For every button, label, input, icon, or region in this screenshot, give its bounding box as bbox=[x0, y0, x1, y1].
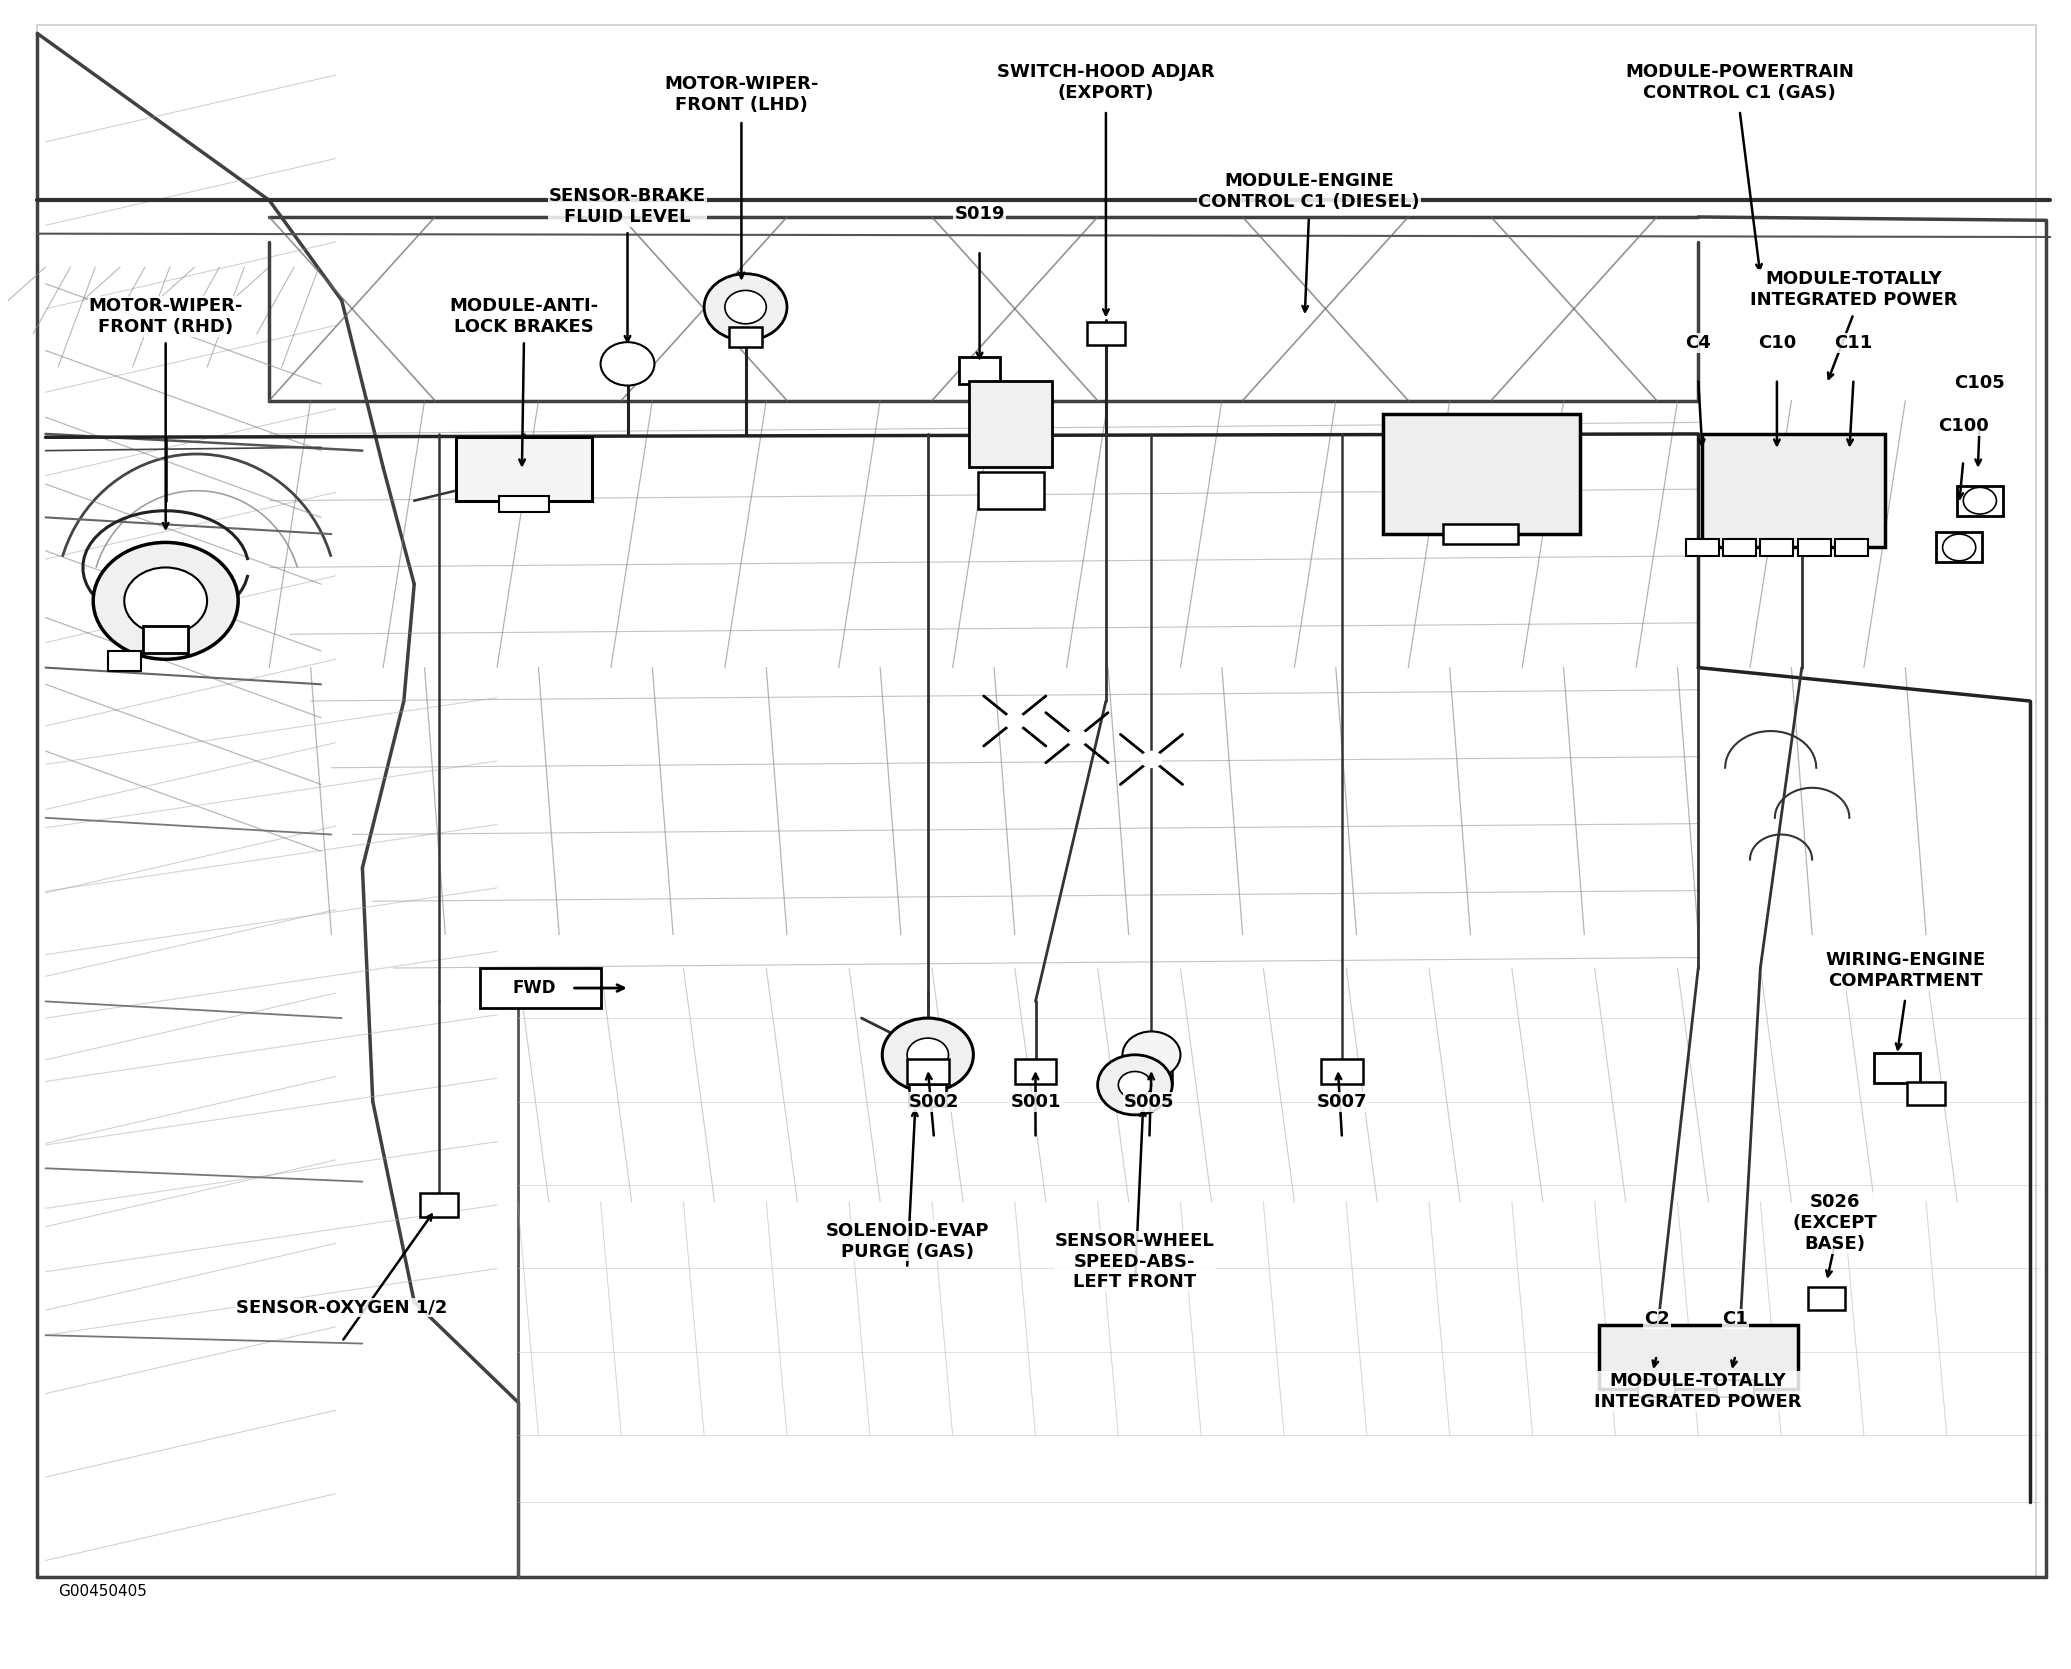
Bar bbox=[1383, 414, 1580, 534]
Bar bbox=[499, 496, 549, 512]
Bar bbox=[909, 1085, 946, 1107]
Bar bbox=[1443, 524, 1518, 544]
Circle shape bbox=[93, 542, 238, 659]
Bar bbox=[1717, 1380, 1754, 1397]
Bar bbox=[1723, 539, 1756, 556]
Circle shape bbox=[1122, 1031, 1180, 1078]
Bar bbox=[978, 472, 1044, 509]
Text: C4: C4 bbox=[1686, 334, 1711, 352]
Text: MODULE-TOTALLY
INTEGRATED POWER: MODULE-TOTALLY INTEGRATED POWER bbox=[1595, 1372, 1802, 1410]
Bar bbox=[1702, 434, 1885, 547]
Circle shape bbox=[601, 342, 654, 386]
Text: MODULE-ENGINE
CONTROL C1 (DIESEL): MODULE-ENGINE CONTROL C1 (DIESEL) bbox=[1199, 172, 1419, 210]
Bar bbox=[1760, 539, 1793, 556]
Text: C100: C100 bbox=[1938, 417, 1988, 436]
Text: S019: S019 bbox=[955, 205, 1004, 224]
Text: SENSOR-BRAKE
FLUID LEVEL: SENSOR-BRAKE FLUID LEVEL bbox=[549, 187, 706, 225]
Text: C10: C10 bbox=[1758, 334, 1796, 352]
Bar bbox=[959, 357, 1000, 384]
Circle shape bbox=[124, 567, 207, 634]
Bar bbox=[1015, 1060, 1056, 1085]
Circle shape bbox=[907, 1038, 949, 1071]
Bar bbox=[1957, 486, 2003, 516]
Text: WIRING-ENGINE
COMPARTMENT: WIRING-ENGINE COMPARTMENT bbox=[1825, 951, 1986, 990]
Circle shape bbox=[704, 274, 787, 340]
Text: C11: C11 bbox=[1835, 334, 1872, 352]
Bar bbox=[729, 327, 762, 347]
Bar bbox=[1835, 539, 1868, 556]
Bar bbox=[456, 437, 592, 501]
Text: SOLENOID-EVAP
PURGE (GAS): SOLENOID-EVAP PURGE (GAS) bbox=[826, 1222, 988, 1260]
Bar bbox=[969, 381, 1052, 467]
Circle shape bbox=[1067, 729, 1087, 746]
Bar bbox=[420, 1193, 458, 1217]
Text: C2: C2 bbox=[1644, 1310, 1669, 1329]
Bar bbox=[1907, 1082, 1945, 1105]
Text: S005: S005 bbox=[1125, 1093, 1174, 1112]
Text: S007: S007 bbox=[1317, 1093, 1367, 1112]
Bar bbox=[1798, 539, 1831, 556]
Text: MOTOR-WIPER-
FRONT (LHD): MOTOR-WIPER- FRONT (LHD) bbox=[665, 75, 818, 113]
Bar bbox=[1686, 539, 1719, 556]
Text: MODULE-POWERTRAIN
CONTROL C1 (GAS): MODULE-POWERTRAIN CONTROL C1 (GAS) bbox=[1626, 63, 1854, 102]
Text: S026
(EXCEPT
BASE): S026 (EXCEPT BASE) bbox=[1793, 1193, 1876, 1253]
Bar bbox=[1808, 1287, 1845, 1310]
Bar bbox=[907, 1060, 949, 1085]
Bar bbox=[143, 626, 188, 653]
Circle shape bbox=[725, 290, 766, 324]
Text: G00450405: G00450405 bbox=[58, 1584, 147, 1599]
Bar bbox=[1874, 1053, 1920, 1083]
Circle shape bbox=[1118, 1071, 1151, 1098]
Text: S001: S001 bbox=[1011, 1093, 1060, 1112]
Circle shape bbox=[1943, 534, 1976, 561]
Text: MODULE-TOTALLY
INTEGRATED POWER: MODULE-TOTALLY INTEGRATED POWER bbox=[1750, 270, 1957, 309]
Text: C1: C1 bbox=[1723, 1310, 1748, 1329]
Text: MODULE-ANTI-
LOCK BRAKES: MODULE-ANTI- LOCK BRAKES bbox=[449, 297, 599, 335]
Bar bbox=[1321, 1060, 1363, 1085]
Circle shape bbox=[1963, 487, 1996, 514]
Circle shape bbox=[1098, 1055, 1172, 1115]
Text: SENSOR-WHEEL
SPEED-ABS-
LEFT FRONT: SENSOR-WHEEL SPEED-ABS- LEFT FRONT bbox=[1054, 1232, 1216, 1292]
Text: SENSOR-OXYGEN 1/2: SENSOR-OXYGEN 1/2 bbox=[236, 1298, 447, 1317]
Circle shape bbox=[1141, 751, 1162, 768]
Bar bbox=[1599, 1325, 1798, 1389]
Text: C105: C105 bbox=[1955, 374, 2005, 392]
Bar bbox=[1638, 1380, 1675, 1397]
Circle shape bbox=[882, 1018, 973, 1092]
Circle shape bbox=[1004, 713, 1025, 729]
Text: S002: S002 bbox=[909, 1093, 959, 1112]
Text: MOTOR-WIPER-
FRONT (RHD): MOTOR-WIPER- FRONT (RHD) bbox=[89, 297, 242, 335]
Text: SWITCH-HOOD ADJAR
(EXPORT): SWITCH-HOOD ADJAR (EXPORT) bbox=[996, 63, 1216, 102]
Bar bbox=[1131, 1060, 1172, 1085]
Bar bbox=[108, 651, 141, 671]
Text: FWD: FWD bbox=[512, 980, 557, 996]
Bar bbox=[1936, 532, 1982, 562]
Bar bbox=[1087, 322, 1125, 345]
Bar bbox=[480, 968, 601, 1008]
